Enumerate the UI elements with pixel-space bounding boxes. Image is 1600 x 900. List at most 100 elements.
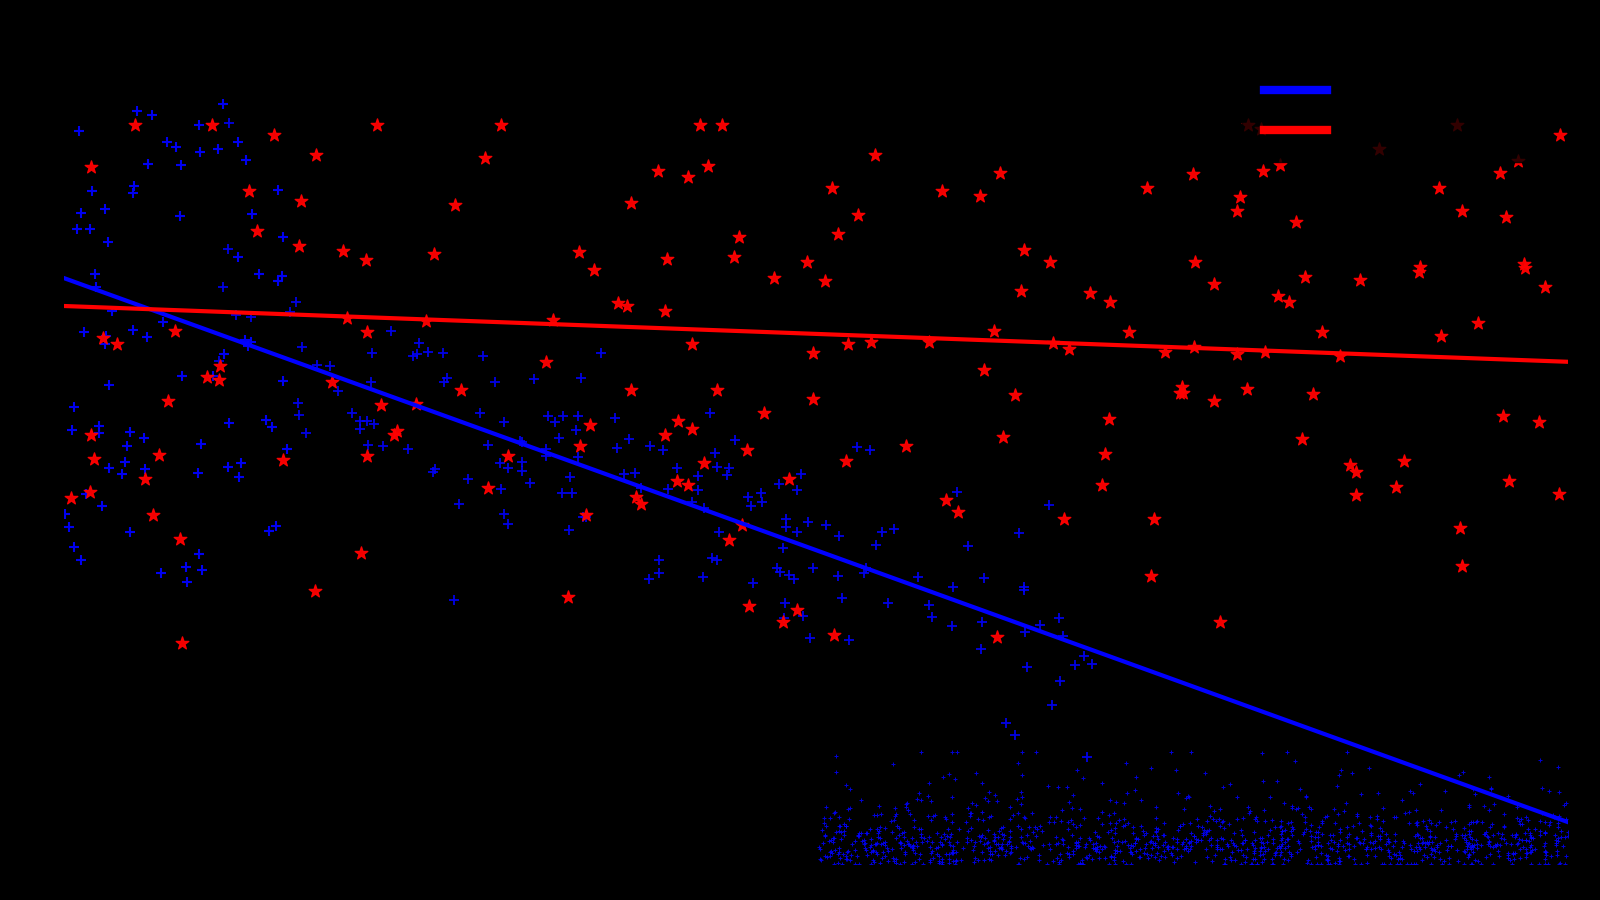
Point: [1104, 795, 1130, 809]
Point: [1274, 832, 1299, 847]
Point: [1118, 838, 1144, 852]
Point: [1251, 840, 1277, 854]
Point: [1414, 822, 1440, 836]
Point: [982, 788, 1008, 802]
Point: [1011, 243, 1037, 257]
Point: [939, 806, 965, 821]
Point: [1254, 834, 1280, 849]
Point: [539, 312, 565, 327]
Point: [422, 462, 448, 476]
Point: [1197, 833, 1222, 848]
Point: [1458, 824, 1483, 839]
Point: [1501, 852, 1526, 867]
Point: [806, 840, 832, 854]
Point: [811, 811, 837, 825]
Point: [1427, 814, 1453, 829]
Point: [651, 428, 677, 442]
Point: [211, 347, 237, 362]
Point: [1248, 835, 1274, 850]
Point: [1070, 811, 1096, 825]
Point: [907, 830, 933, 844]
Point: [1450, 559, 1475, 573]
Point: [1315, 849, 1341, 863]
Point: [770, 615, 795, 629]
Point: [1194, 826, 1219, 841]
Point: [704, 460, 730, 474]
Point: [1115, 325, 1141, 339]
Point: [930, 184, 955, 199]
Point: [1046, 779, 1072, 794]
Point: [866, 830, 891, 844]
Point: [1544, 844, 1570, 859]
Point: [1075, 850, 1101, 865]
Point: [1123, 770, 1149, 784]
Point: [1142, 838, 1168, 852]
Point: [1101, 835, 1126, 850]
Point: [1362, 841, 1387, 855]
Point: [558, 485, 584, 500]
Point: [1376, 832, 1402, 846]
Point: [1418, 857, 1443, 871]
Point: [1458, 840, 1483, 854]
Point: [880, 757, 906, 771]
Point: [1454, 839, 1480, 853]
Point: [1210, 779, 1235, 794]
Point: [1211, 832, 1237, 846]
Point: [1218, 777, 1243, 791]
Point: [1298, 829, 1323, 843]
Point: [637, 572, 662, 586]
Point: [1056, 850, 1082, 864]
Point: [1118, 857, 1144, 871]
Point: [1178, 834, 1203, 849]
Point: [1448, 828, 1474, 842]
Point: [944, 853, 970, 868]
Point: [112, 454, 138, 469]
Point: [454, 472, 480, 486]
Point: [1008, 796, 1034, 811]
Point: [934, 822, 960, 836]
Point: [1098, 793, 1123, 807]
Point: [1120, 820, 1146, 834]
Point: [1194, 825, 1219, 840]
Point: [968, 642, 994, 656]
Point: [1371, 857, 1397, 871]
Point: [1309, 814, 1334, 829]
Point: [886, 821, 912, 835]
Point: [853, 842, 878, 856]
Point: [976, 852, 1002, 867]
Point: [1165, 832, 1190, 846]
Point: [1118, 845, 1144, 859]
Point: [909, 827, 934, 842]
Point: [970, 845, 995, 859]
Point: [1150, 838, 1176, 852]
Point: [1544, 848, 1570, 862]
Point: [378, 324, 403, 338]
Point: [624, 490, 650, 504]
Point: [256, 524, 282, 538]
Point: [891, 845, 917, 859]
Point: [830, 824, 856, 838]
Point: [925, 826, 950, 841]
Point: [870, 835, 896, 850]
Point: [917, 830, 942, 844]
Point: [1168, 380, 1194, 394]
Point: [650, 443, 675, 457]
Point: [226, 249, 251, 264]
Point: [842, 857, 867, 871]
Point: [1123, 831, 1149, 845]
Point: [555, 590, 581, 605]
Point: [675, 169, 701, 184]
Point: [355, 438, 381, 453]
Point: [1272, 824, 1298, 838]
Point: [1302, 842, 1328, 857]
Point: [1262, 845, 1288, 859]
Point: [1107, 813, 1133, 827]
Point: [685, 482, 710, 497]
Point: [1170, 386, 1195, 400]
Point: [1453, 834, 1478, 849]
Point: [944, 852, 970, 867]
Point: [902, 820, 928, 834]
Point: [1182, 255, 1208, 269]
Point: [1357, 818, 1382, 832]
Point: [901, 841, 926, 855]
